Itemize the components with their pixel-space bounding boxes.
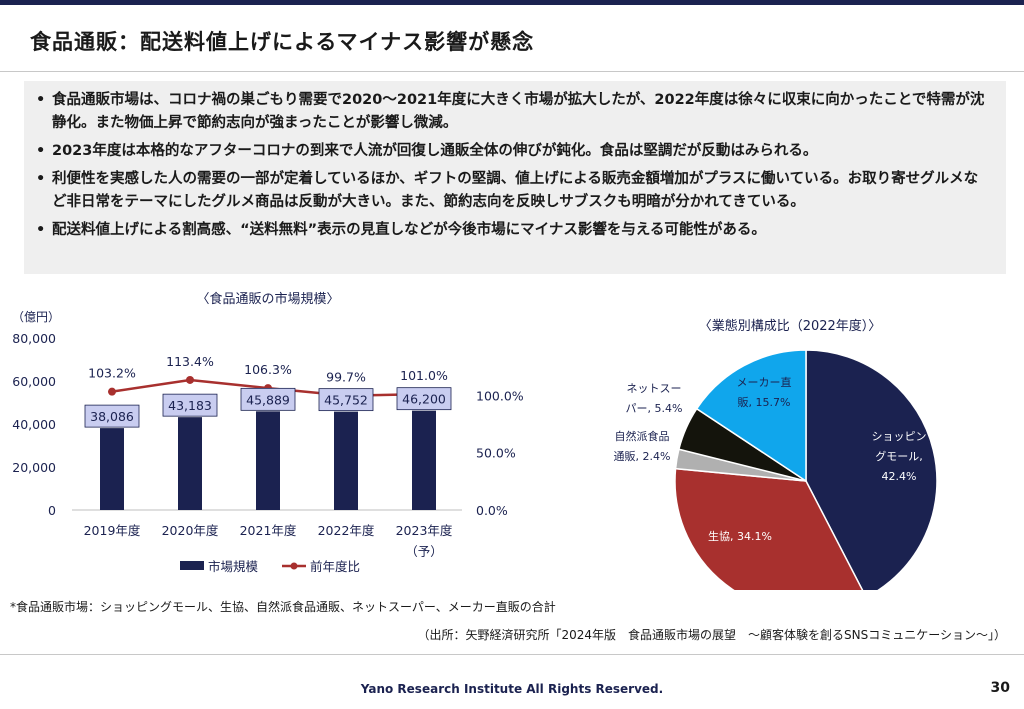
footer-divider — [0, 654, 1024, 655]
line-data-label: 103.2% — [88, 366, 136, 381]
line-data-label: 101.0% — [400, 368, 448, 383]
footer-copyright: Yano Research Institute All Rights Reser… — [360, 682, 664, 696]
pie-slice-label: 販, 15.7% — [738, 396, 791, 409]
y-tick-label: 20,000 — [12, 460, 56, 475]
y-tick-label: 40,000 — [12, 417, 56, 432]
pie-slice-label: パー, 5.4% — [626, 402, 683, 415]
page-title: 食品通販：配送料値上げによるマイナス影響が懸念 — [30, 30, 535, 54]
bar-chart-title: 〈食品通販の市場規模〉 — [196, 291, 339, 307]
charts-area: 〈食品通販の市場規模〉 （億円） 80,000 60,000 40,000 20,000 0… — [12, 291, 938, 590]
summary-bullet: • 配送料値上げによる割高感、“送料無料”表示の見直しなどが今後市場にマイナス影響… — [34, 219, 992, 242]
bullet-dot: • — [36, 143, 46, 159]
summary-bullet: • 食品通販市場は、コロナ禍の巣ごもり需要で2020～2021年度に大きく市場が拡… — [34, 89, 992, 135]
x-tick-label: 2020年度 — [162, 523, 219, 538]
pie-slice-label: 自然派食品 — [615, 429, 670, 443]
source-citation: （出所：矢野経済研究所「2024年版 食品通販市場の展望 ～顧客体験を創るSNS… — [417, 628, 1006, 642]
bar-market-size — [100, 428, 124, 510]
bar-data-label-box — [162, 393, 218, 417]
title-divider — [0, 71, 1024, 72]
y-tick-label: 60,000 — [12, 374, 56, 389]
bar-data-label: 43,183 — [168, 398, 212, 413]
y2-tick-label: 50.0% — [476, 446, 516, 461]
bullet-dot: • — [36, 171, 46, 187]
bullet-dot: • — [36, 222, 46, 238]
summary-text: 2023年度は本格的なアフターコロナの到来で人流が回復し通販全体の伸びが鈍化。食… — [52, 143, 818, 159]
line-data-label: 106.3% — [244, 362, 292, 377]
line-data-label: 99.7% — [326, 370, 366, 385]
summary-bullet: • 利便性を実感した人の需要の一部が定着しているほか、ギフトの堅調、値上げによる販… — [34, 168, 992, 214]
summary-list: • 食品通販市場は、コロナ禍の巣ごもり需要で2020～2021年度に大きく市場が拡… — [34, 89, 992, 242]
pie-slice-label: 通販, 2.4% — [614, 450, 671, 463]
x-tick-label: 2022年度 — [318, 523, 375, 538]
summary-bullet: • 2023年度は本格的なアフターコロナの到来で人流が回復し通販全体の伸びが鈍化。… — [34, 140, 992, 163]
bar-data-label: 38,086 — [90, 409, 134, 424]
line-point — [186, 375, 194, 384]
pie-slice — [674, 467, 864, 590]
bar-data-label-box — [240, 387, 296, 411]
bar-data-label: 46,200 — [402, 392, 446, 407]
x-tick-label: 2019年度 — [84, 523, 141, 538]
pie-slice — [805, 349, 938, 590]
bar-data-label: 45,889 — [246, 392, 290, 407]
footnote: *食品通販市場：ショッピングモール、生協、自然派食品通販、ネットスーパー、メーカ… — [10, 600, 556, 614]
top-accent-bar — [0, 0, 1024, 5]
pie-slice-label: 42.4% — [882, 470, 917, 483]
pie-slice-label: グモール, — [875, 449, 923, 463]
page-number: 30 — [990, 680, 1010, 696]
bar-data-label-box — [84, 404, 140, 428]
pie-slice-label: ネットスー — [627, 382, 682, 395]
legend-swatch-bar — [180, 561, 204, 570]
summary-text: 利便性を実感した人の需要の一部が定着しているほか、ギフトの堅調、値上げによる販売… — [52, 171, 979, 210]
legend-label-line: 前年度比 — [310, 559, 360, 574]
pie-chart-title: 〈業態別構成比（2022年度）〉 — [699, 318, 882, 334]
y2-tick-label: 0.0% — [476, 503, 508, 518]
x-tick-label: 2021年度 — [240, 523, 297, 538]
summary-box: • 食品通販市場は、コロナ禍の巣ごもり需要で2020～2021年度に大きく市場が拡… — [24, 81, 1006, 274]
bar-market-size — [334, 411, 358, 510]
summary-text: 食品通販市場は、コロナ禍の巣ごもり需要で2020～2021年度に大きく市場が拡大… — [52, 92, 985, 131]
legend-label-bar: 市場規模 — [208, 559, 259, 574]
pie-slice — [695, 349, 807, 483]
bar-data-label-box — [318, 388, 374, 412]
bar-data-label-box — [396, 387, 452, 411]
x-tick-label: 2023年度 — [396, 523, 453, 538]
bar-market-size — [412, 410, 436, 510]
bar-market-size — [178, 417, 202, 510]
y-tick-label: 0 — [48, 503, 56, 518]
x-tick-note: （予） — [405, 544, 443, 559]
bar-data-label: 45,752 — [324, 393, 368, 408]
legend-swatch-point — [290, 562, 298, 570]
line-point — [108, 387, 116, 396]
bar-market-size — [256, 411, 280, 510]
bullet-dot: • — [36, 92, 46, 108]
y-tick-label: 80,000 — [12, 331, 56, 346]
line-data-label: 113.4% — [166, 354, 214, 369]
pie-slice-label: メーカー直 — [737, 375, 792, 389]
pie-slice-label: ショッピン — [872, 430, 927, 443]
summary-text: 配送料値上げによる割高感、“送料無料”表示の見直しなどが今後市場にマイナス影響を… — [52, 222, 766, 238]
y-axis-unit-label: （億円） — [12, 310, 60, 324]
y2-tick-label: 100.0% — [476, 388, 524, 403]
pie-slice-label: 生協, 34.1% — [708, 529, 772, 543]
